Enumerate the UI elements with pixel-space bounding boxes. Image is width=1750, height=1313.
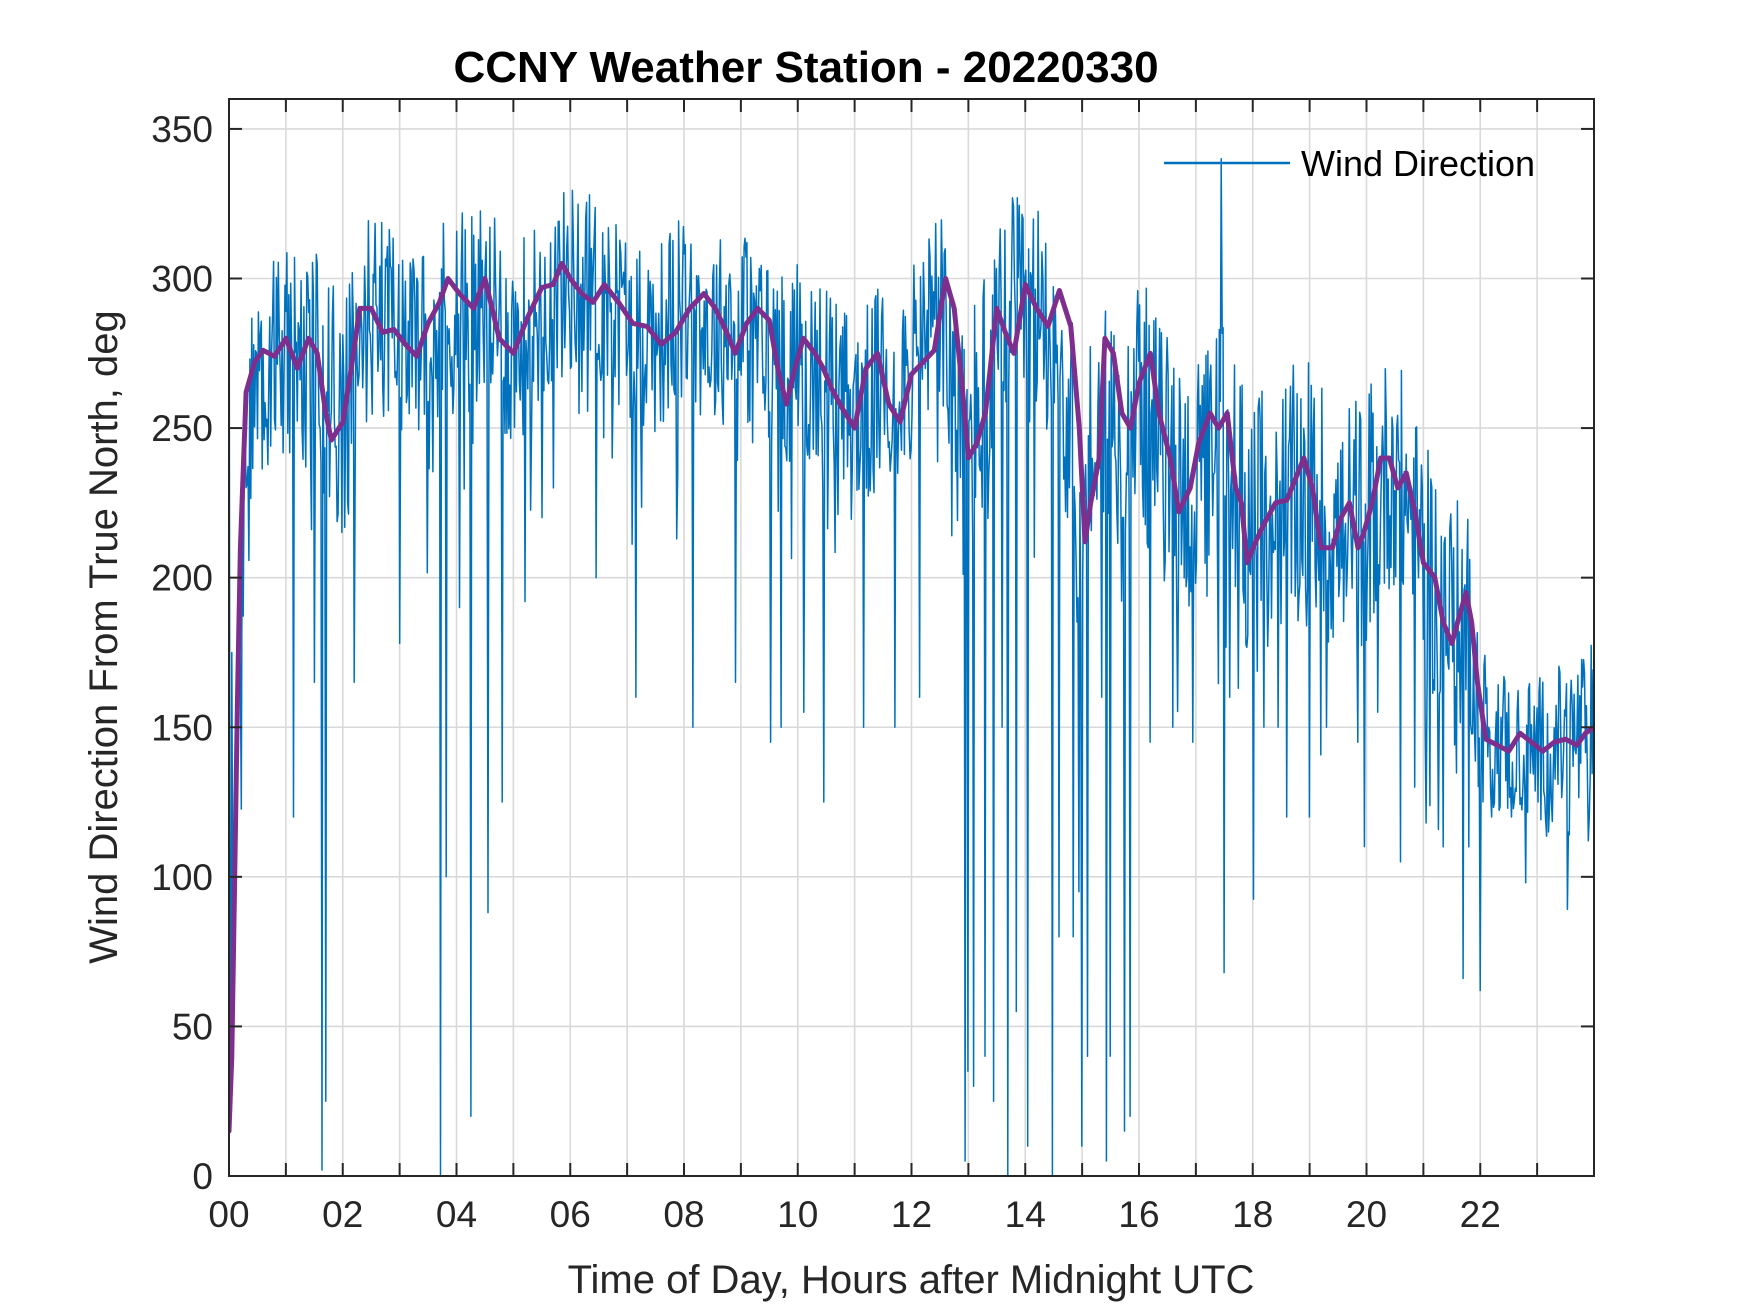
x-axis-label: Time of Day, Hours after Midnight UTC — [568, 1258, 1255, 1302]
axes-frame — [228, 98, 1595, 1177]
series-wind-direction — [229, 128, 1594, 1176]
y-tick-label: 300 — [151, 259, 213, 300]
legend-label-wind-direction: Wind Direction — [1301, 143, 1535, 184]
x-tick-label: 20 — [1346, 1194, 1387, 1235]
x-tick-label: 22 — [1460, 1194, 1501, 1235]
x-tick-label: 16 — [1118, 1194, 1159, 1235]
y-tick-label: 200 — [151, 558, 213, 599]
tick-marks — [228, 99, 1594, 1177]
series-layer — [229, 128, 1594, 1176]
y-tick-label: 0 — [192, 1156, 213, 1197]
x-tick-label: 06 — [550, 1194, 591, 1235]
x-tick-label: 12 — [891, 1194, 932, 1235]
y-axis-label: Wind Direction From True North, deg — [82, 310, 126, 964]
x-tick-label: 14 — [1005, 1194, 1046, 1235]
y-tick-label: 250 — [151, 408, 213, 449]
x-tick-label: 18 — [1232, 1194, 1273, 1235]
x-tick-label: 04 — [436, 1194, 477, 1235]
series-running-mean — [229, 261, 1594, 1134]
y-tick-label: 50 — [172, 1006, 213, 1047]
y-tick-label: 150 — [151, 707, 213, 748]
x-tick-label: 08 — [663, 1194, 704, 1235]
x-tick-labels: 00 02 04 06 08 10 12 14 16 18 20 22 — [208, 1194, 1500, 1235]
y-tick-labels: 0 50 100 150 200 250 300 350 — [151, 109, 213, 1197]
y-tick-label: 350 — [151, 109, 213, 150]
legend: Wind Direction — [1164, 143, 1535, 184]
x-tick-label: 10 — [777, 1194, 818, 1235]
y-tick-label: 100 — [151, 857, 213, 898]
x-tick-label: 02 — [322, 1194, 363, 1235]
x-tick-label: 00 — [208, 1194, 249, 1235]
plot-area — [228, 98, 1595, 1177]
chart-title: CCNY Weather Station - 20220330 — [453, 43, 1158, 92]
